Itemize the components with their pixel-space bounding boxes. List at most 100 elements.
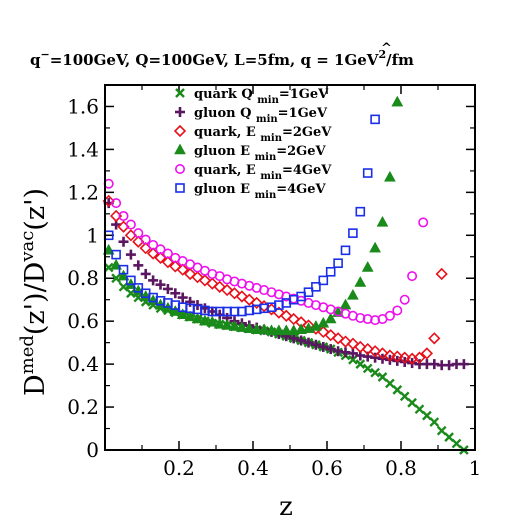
data-point [348, 228, 358, 238]
data-point [118, 210, 129, 221]
legend-label: gluon E min=4GeV [194, 182, 327, 201]
data-point [376, 215, 389, 227]
data-point [162, 283, 173, 294]
chart-title-hat: ^ [381, 41, 392, 56]
data-point [370, 114, 380, 125]
data-point [383, 349, 397, 362]
data-point [213, 317, 226, 329]
data-point [280, 309, 293, 322]
data-point [385, 378, 395, 389]
data-point [407, 397, 417, 408]
data-point [125, 249, 136, 260]
data-point [258, 323, 271, 335]
data-point [198, 274, 212, 287]
series-1 [103, 198, 469, 371]
data-point [347, 348, 358, 359]
data-point [391, 95, 404, 107]
data-point [250, 323, 263, 335]
data-point [198, 314, 211, 326]
data-point [362, 168, 373, 178]
data-point [133, 260, 144, 271]
data-point [265, 324, 278, 336]
data-point [391, 350, 404, 363]
data-point [392, 305, 403, 316]
data-point [296, 335, 307, 346]
data-point [383, 170, 396, 182]
data-point [398, 351, 411, 364]
data-point [331, 332, 345, 345]
data-point [185, 296, 196, 307]
data-point [228, 320, 241, 331]
x-tick-label: 0.4 [237, 456, 269, 480]
data-point [362, 314, 373, 325]
data-point [220, 283, 234, 297]
data-point [155, 279, 166, 290]
data-point [303, 337, 314, 348]
legend-marker [174, 143, 186, 155]
data-point [354, 276, 367, 287]
data-point [436, 425, 447, 436]
data-point [362, 363, 373, 374]
legend-label: gluon Q min=1GeV [194, 106, 328, 125]
data-point [228, 287, 241, 300]
data-point [407, 271, 418, 282]
data-point [370, 315, 381, 326]
data-point [369, 241, 382, 253]
series-3 [102, 95, 404, 336]
data-point [206, 277, 219, 290]
data-point [235, 321, 248, 332]
data-point [324, 329, 337, 342]
data-point [176, 308, 189, 319]
data-point [184, 310, 197, 322]
legend-marker [175, 88, 185, 98]
x-tick-label: 1 [469, 456, 482, 480]
legend-label: quark, E min=4GeV [194, 163, 332, 182]
data-point [126, 275, 136, 286]
data-point [162, 248, 173, 259]
data-point [368, 345, 382, 358]
data-point [176, 263, 189, 276]
data-point [140, 234, 151, 245]
data-point [429, 417, 440, 427]
plot-frame [104, 84, 476, 451]
data-point [118, 236, 129, 247]
legend-marker [175, 164, 186, 175]
x-tick-label: 0.2 [163, 456, 195, 480]
legend-marker [175, 107, 185, 117]
axis-ticks: 0.2 0.4 0.6 0.8 1 0 0.2 0.4 0.6 0.8 1 1.2 1.4 1.6 [67, 85, 481, 480]
data-point [125, 219, 136, 230]
data-point [243, 293, 256, 306]
data-point [169, 260, 182, 273]
y-axis-label: Dmed(z')/Dvac(z') [17, 188, 51, 396]
data-point [355, 206, 366, 217]
data-point [325, 266, 336, 277]
data-point [376, 347, 389, 360]
data-point [458, 359, 469, 370]
data-point [177, 292, 188, 303]
y-tick-label: 0.8 [67, 266, 99, 290]
data-point [111, 198, 122, 209]
data-point [399, 294, 410, 305]
data-point [133, 283, 144, 293]
data-point [170, 288, 181, 299]
data-point [384, 310, 395, 321]
data-point [311, 282, 321, 292]
data-point [340, 245, 351, 256]
data-point [418, 217, 429, 228]
series-4 [103, 178, 429, 326]
data-point [303, 287, 314, 297]
data-point [399, 391, 410, 402]
data-point [310, 339, 321, 350]
data-point [413, 351, 426, 364]
data-point [346, 288, 359, 300]
data-point [339, 298, 352, 310]
data-point [333, 258, 343, 269]
data-point [325, 344, 336, 355]
x-tick-label: 0.6 [311, 456, 343, 480]
data-point [280, 324, 293, 336]
data-point [111, 273, 121, 284]
data-point [346, 337, 360, 350]
data-point [377, 372, 388, 382]
data-point [392, 385, 403, 395]
data-point [354, 340, 367, 354]
